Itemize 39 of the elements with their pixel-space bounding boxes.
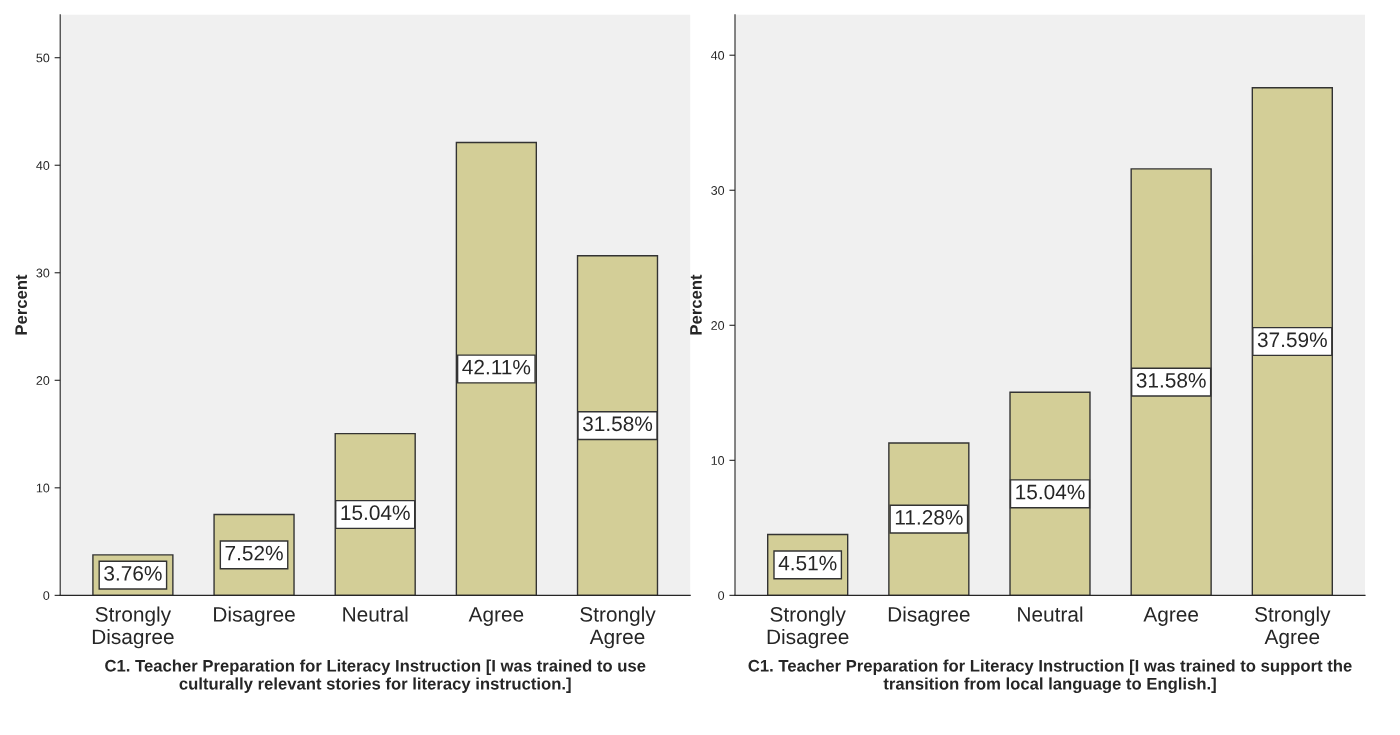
y-tick-label: 20 xyxy=(36,376,50,385)
data-label: 4.51% xyxy=(778,555,837,571)
x-tick-label: Neutral xyxy=(1018,606,1083,622)
y-tick-label: 10 xyxy=(711,456,725,465)
x-axis-title: C1. Teacher Preparation for Literacy Instruction [I was trained to support the transition from local language to English.] xyxy=(748,659,1352,693)
y-tick-label: 10 xyxy=(36,483,50,493)
x-axis-title: C1. Teacher Preparation for Literacy Instruction [I was trained to use culturally relevant stories for literacy instruction.] xyxy=(105,659,646,693)
x-tick-label: Agree xyxy=(468,607,524,626)
data-label: 31.58% xyxy=(582,416,653,432)
data-label: 42.11% xyxy=(462,359,531,375)
x-tick-label: Disagree xyxy=(888,606,970,626)
y-tick-label: 0 xyxy=(718,591,725,600)
data-label: 37.59% xyxy=(1257,332,1327,348)
bar xyxy=(455,141,538,596)
y-tick-label: 0 xyxy=(43,591,50,600)
x-tick-label: Neutral xyxy=(343,606,408,622)
y-tick-label: 40 xyxy=(36,161,50,170)
y-tick-label: 40 xyxy=(710,51,725,60)
x-tick-label: Strongly Disagree xyxy=(92,606,174,649)
data-label: 15.04% xyxy=(341,505,410,521)
y-axis-title: Percent xyxy=(690,274,702,335)
bar xyxy=(1251,87,1333,596)
y-tick-label: 20 xyxy=(711,321,725,330)
data-label: 3.76% xyxy=(104,565,162,581)
y-axis-title: Percent xyxy=(15,274,28,335)
y-tick-label: 30 xyxy=(711,186,725,195)
x-tick-label: Strongly Agree xyxy=(1255,606,1331,649)
data-label: 7.52% xyxy=(225,545,283,561)
x-tick-label: Agree xyxy=(1143,607,1199,626)
data-label: 15.04% xyxy=(1016,484,1085,500)
bar xyxy=(576,255,659,596)
y-tick-label: 50 xyxy=(36,53,50,63)
y-tick-label: 30 xyxy=(36,268,50,278)
data-label: 11.28% xyxy=(895,510,963,525)
x-tick-label: Strongly Disagree xyxy=(767,606,849,649)
x-tick-label: Strongly Agree xyxy=(580,606,656,649)
data-label: 31.58% xyxy=(1136,372,1206,388)
x-tick-label: Disagree xyxy=(214,606,295,626)
bar xyxy=(1130,168,1212,596)
